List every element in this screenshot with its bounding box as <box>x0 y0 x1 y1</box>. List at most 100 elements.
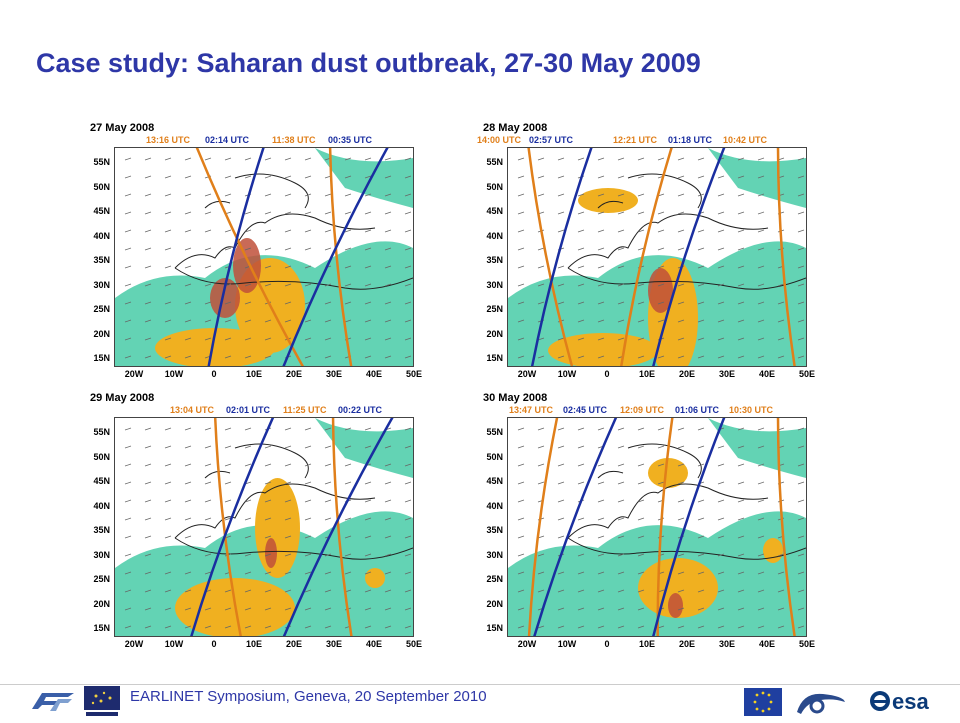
wind-vector <box>264 247 272 251</box>
wind-vector <box>717 589 725 593</box>
wind-vector <box>797 589 805 593</box>
wind-vector <box>124 229 132 233</box>
wind-vector <box>737 427 745 431</box>
wind-vector <box>184 247 192 251</box>
wind-vector <box>304 157 312 161</box>
longitude-tick-label: 10E <box>638 639 656 649</box>
wind-vector <box>637 463 645 467</box>
wind-vector <box>617 607 625 611</box>
wind-vector <box>797 247 805 251</box>
wind-vector <box>304 265 312 269</box>
wind-vector <box>364 175 372 179</box>
longitude-tick-label: 10W <box>557 369 577 379</box>
wind-vector <box>557 445 565 449</box>
wind-vector <box>224 427 232 431</box>
longitude-tick-label: 10E <box>638 369 656 379</box>
latitude-tick-label: 55N <box>93 157 110 167</box>
wind-vector <box>597 319 605 323</box>
wind-vector <box>164 481 172 485</box>
wind-vector <box>144 247 152 251</box>
wind-vector <box>304 193 312 197</box>
wind-vector <box>757 247 765 251</box>
wind-vector <box>144 571 152 575</box>
wind-vector <box>364 445 372 449</box>
wind-vector <box>364 211 372 215</box>
wind-vector <box>124 571 132 575</box>
orbit-track-nighttime <box>652 418 726 636</box>
wind-vector <box>284 499 292 503</box>
wind-vector <box>364 337 372 341</box>
wind-vector <box>324 229 332 233</box>
latitude-tick-label: 50N <box>486 181 503 192</box>
wind-vector <box>144 175 152 179</box>
orbit-track-nighttime <box>207 148 265 366</box>
dust-high-region <box>210 278 240 318</box>
wind-vector <box>264 175 272 179</box>
wind-vector <box>737 355 745 359</box>
wind-vector <box>697 589 705 593</box>
wind-vector <box>677 499 685 503</box>
wind-vector <box>657 319 665 323</box>
wind-vector <box>244 625 252 629</box>
wind-vector <box>384 481 392 485</box>
wind-vector <box>324 607 332 611</box>
wind-vector <box>517 247 525 251</box>
wind-vector <box>344 301 352 305</box>
wind-vector <box>244 283 252 287</box>
wind-vector <box>737 607 745 611</box>
wind-vector <box>364 157 372 161</box>
wind-vector <box>384 229 392 233</box>
wind-vector <box>244 211 252 215</box>
wind-vector <box>797 427 805 431</box>
wind-vector <box>404 625 412 629</box>
wind-vector <box>797 283 805 287</box>
wind-vector <box>597 337 605 341</box>
wind-vector <box>517 427 525 431</box>
orbit-track-daytime <box>776 418 796 636</box>
orbit-time: 10:30 UTC <box>729 405 774 415</box>
wind-vector <box>677 625 685 629</box>
wind-vector <box>577 193 585 197</box>
wind-vector <box>577 445 585 449</box>
wind-vector <box>244 175 252 179</box>
wind-vector <box>344 517 352 521</box>
longitude-tick-label: 0 <box>211 639 217 649</box>
wind-vector <box>404 265 412 269</box>
wind-vector <box>324 499 332 503</box>
wind-vector <box>537 175 545 179</box>
wind-vector <box>697 499 705 503</box>
wind-vector <box>657 481 665 485</box>
wind-vector <box>324 193 332 197</box>
latitude-tick-label: 20N <box>93 328 110 339</box>
wind-vector <box>364 427 372 431</box>
dust-mid-region <box>763 538 783 563</box>
wind-vector <box>364 319 372 323</box>
wind-vector <box>717 301 725 305</box>
wind-vector <box>124 283 132 287</box>
wind-vector <box>284 427 292 431</box>
wind-vector <box>557 301 565 305</box>
wind-vector <box>717 481 725 485</box>
wind-vector <box>324 571 332 575</box>
dust-low-region <box>315 148 413 208</box>
wind-vector <box>577 301 585 305</box>
wind-vector <box>637 283 645 287</box>
wind-vector <box>797 607 805 611</box>
wind-vector <box>384 625 392 629</box>
wind-vector <box>404 193 412 197</box>
wind-vector <box>717 553 725 557</box>
wind-vector <box>144 499 152 503</box>
wind-vector <box>637 535 645 539</box>
orbit-track-daytime <box>620 148 673 366</box>
wind-vector <box>737 481 745 485</box>
orbit-time: 12:09 UTC <box>620 405 665 415</box>
wind-vector <box>384 319 392 323</box>
longitude-tick-label: 10E <box>245 369 263 379</box>
dust-high-region <box>233 238 261 293</box>
wind-vector <box>677 247 685 251</box>
dust-mid-region <box>548 333 658 366</box>
wind-vector <box>264 517 272 521</box>
wind-vector <box>657 247 665 251</box>
wind-vector <box>224 517 232 521</box>
wind-vector <box>717 571 725 575</box>
